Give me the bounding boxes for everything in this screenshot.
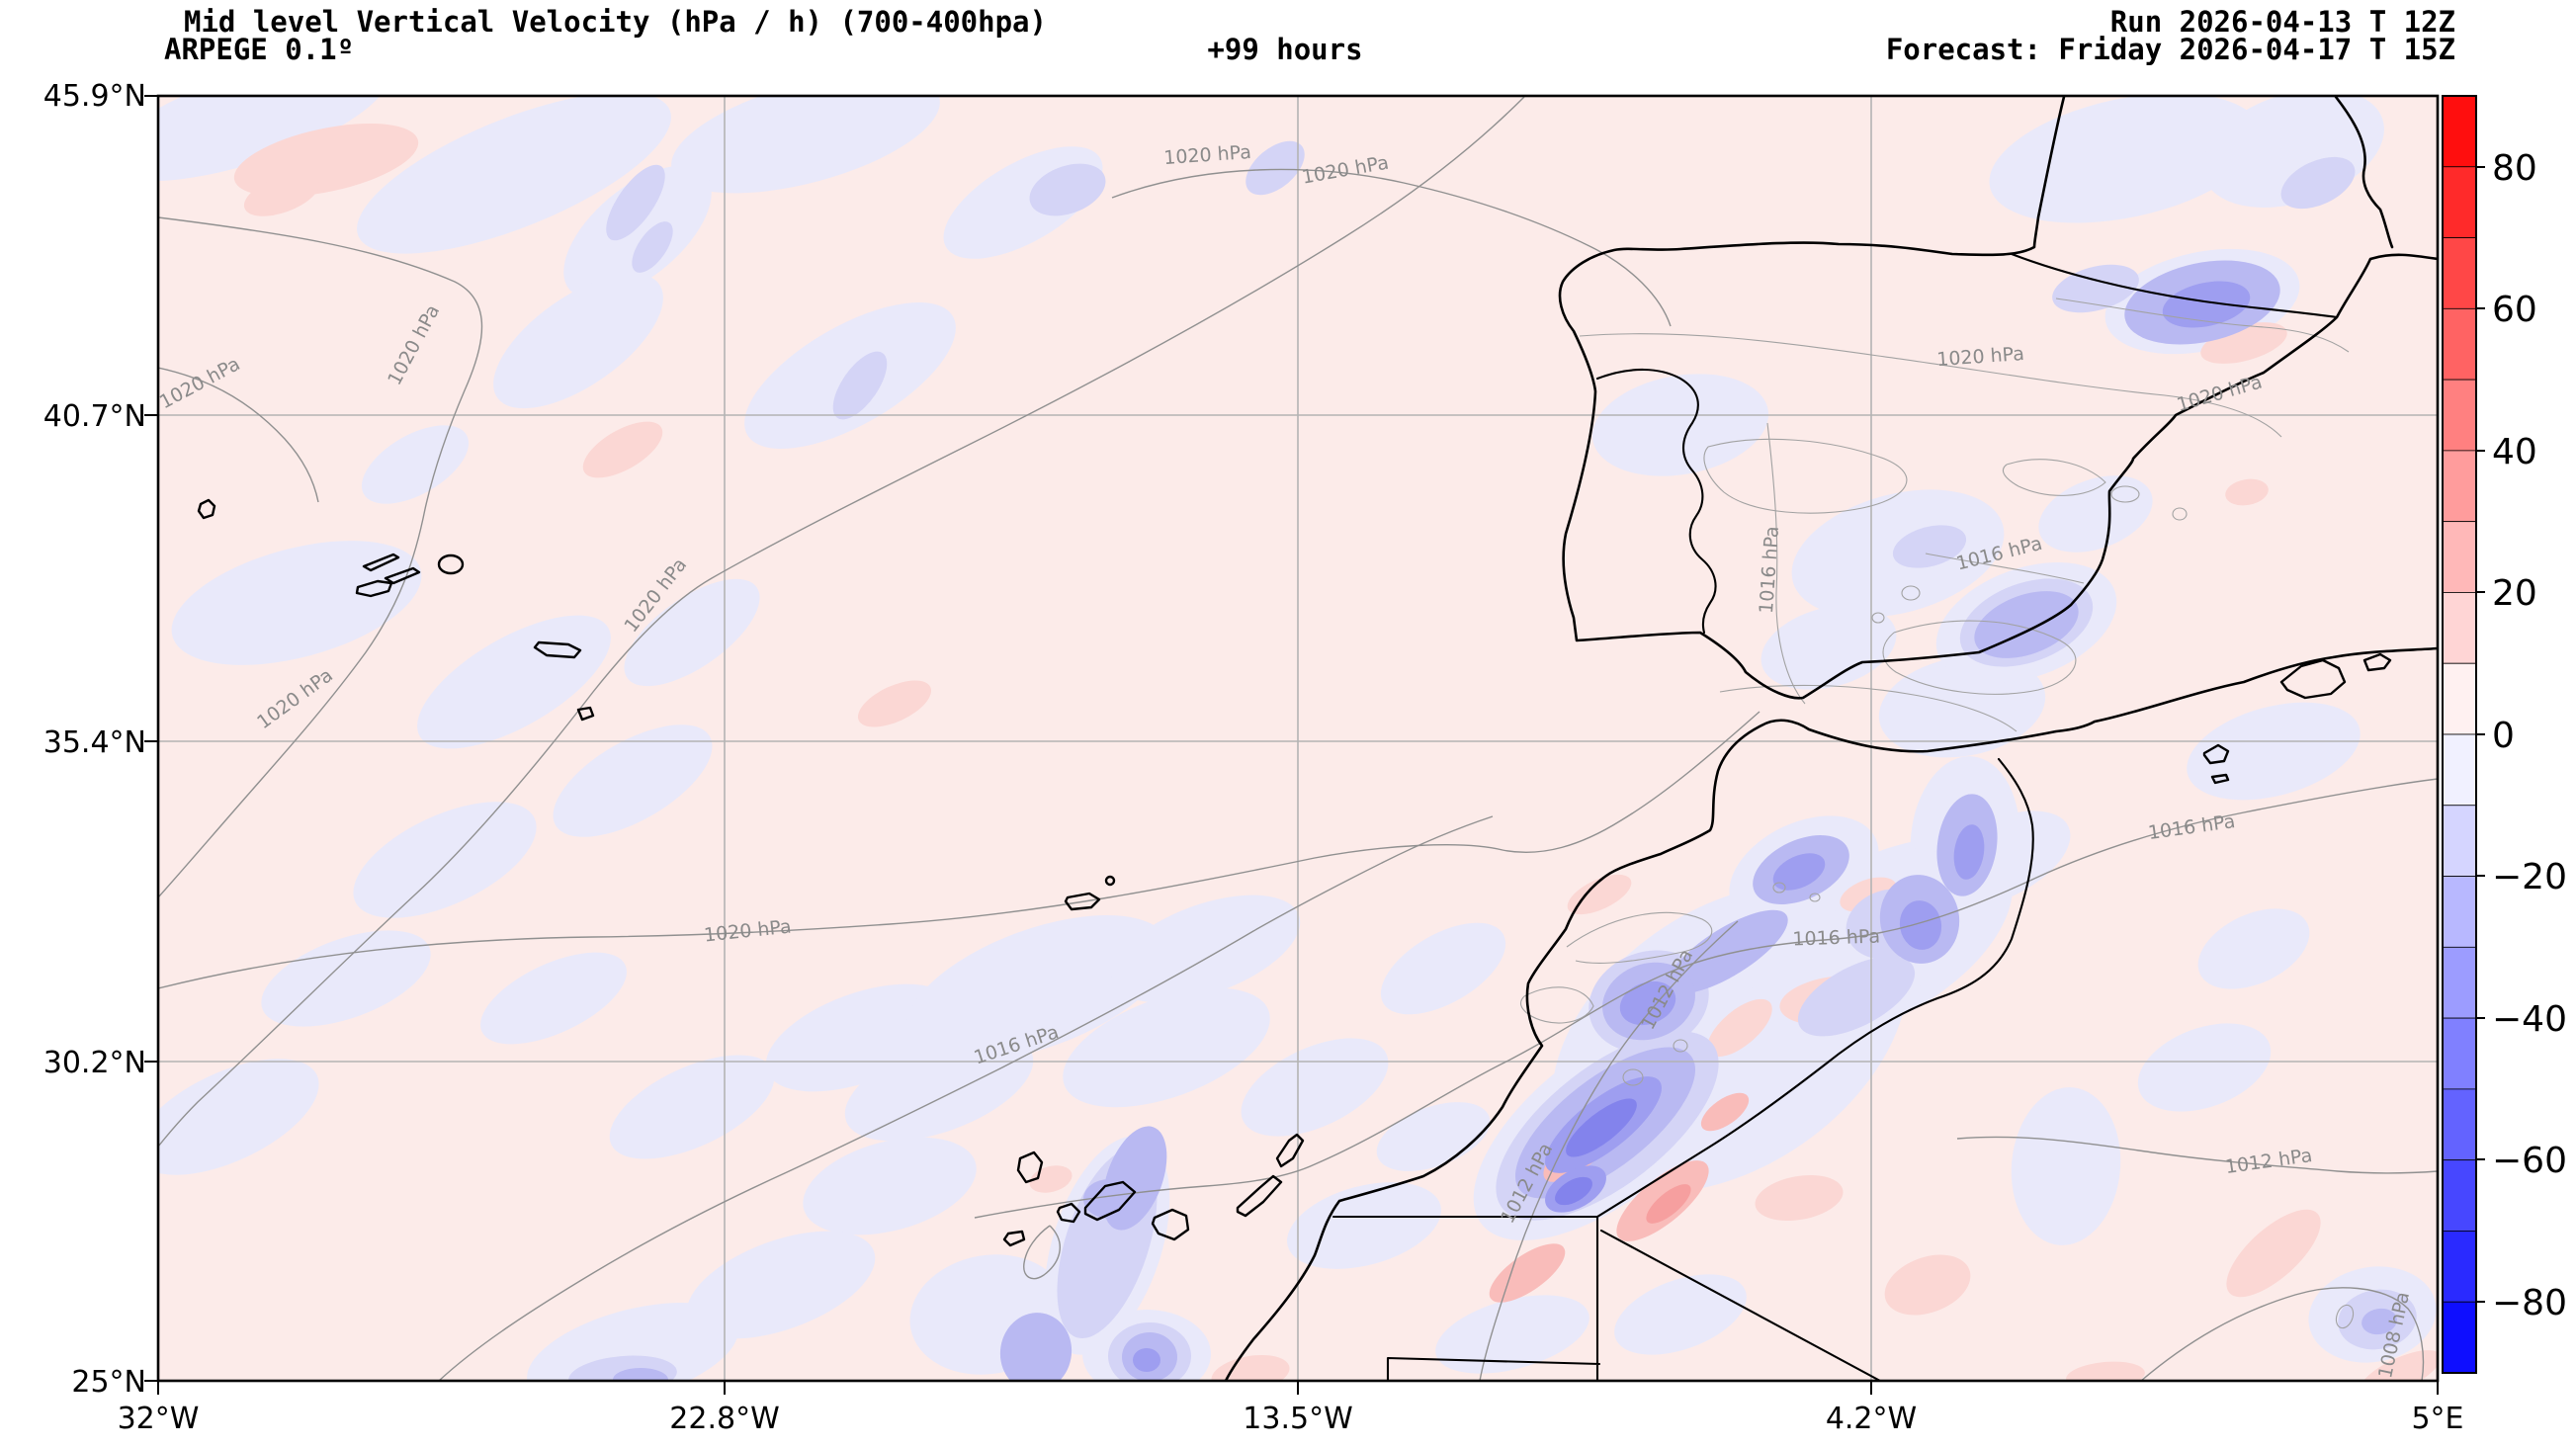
coastline-north-africa [1224, 646, 2438, 1381]
colorbar-segment [2442, 379, 2477, 452]
model-label: ARPEGE 0.1º [164, 33, 354, 66]
colorbar-tick-label: 20 [2492, 573, 2537, 614]
page-title: Mid level Vertical Velocity (hPa / h) (7… [184, 5, 1047, 39]
colorbar-labels: 80 60 40 20 0 −20 −40 −60 −80 [2492, 148, 2567, 1323]
isobar-1016-africa [974, 778, 2438, 1219]
borders [1331, 252, 2339, 1381]
lead-time-label: +99 hours [1207, 33, 1362, 66]
colorbar-segment [2442, 1301, 2477, 1374]
colorbar-ticks [2476, 166, 2485, 1303]
axis-labels: 45.9°N 40.7°N 35.4°N 30.2°N 25°N 32°W 22… [43, 79, 2464, 1436]
lon-tick-label: 32°W [118, 1402, 200, 1436]
colorbar-tick-label: 40 [2492, 432, 2537, 472]
axis-ticks [144, 95, 2439, 1395]
colorbar-segment [2442, 237, 2477, 309]
colorbar-segment [2442, 166, 2477, 238]
run-label: Run 2026-04-13 T 12Z [2110, 5, 2455, 39]
colorbar-tick-label: −40 [2492, 999, 2567, 1040]
isobar-1008 [2140, 1287, 2425, 1381]
lat-tick-label: 40.7°N [43, 399, 146, 434]
isobar-contours [158, 96, 2438, 1381]
colorbar: 80 60 40 20 0 −20 −40 −60 −80 [2442, 95, 2567, 1374]
coastline-france-rhone [2334, 96, 2394, 249]
lon-tick-label: 22.8°W [669, 1402, 779, 1436]
terrain-contours [1519, 298, 2350, 1086]
colorbar-tick-label: 0 [2492, 716, 2515, 756]
coastline-iberia-france [1558, 96, 2438, 700]
colorbar-tick-label: −80 [2492, 1283, 2567, 1323]
colorbar-segment [2442, 1017, 2477, 1090]
colorbar-segment [2442, 805, 2477, 877]
lat-tick-label: 45.9°N [43, 79, 146, 114]
colorbar-tick-label: −20 [2492, 857, 2567, 897]
colorbar-segment [2442, 592, 2477, 664]
lat-tick-label: 30.2°N [43, 1046, 146, 1080]
colorbar-segment [2442, 1159, 2477, 1232]
forecast-label: Forecast: Friday 2026-04-17 T 15Z [1886, 33, 2455, 66]
lat-tick-label: 35.4°N [43, 725, 146, 760]
madeira-island [1064, 875, 1116, 911]
isobar-1008-loop [2335, 1304, 2355, 1329]
colorbar-segment [2442, 450, 2477, 523]
contour-label: 1016 hPa [1792, 925, 1880, 950]
lon-tick-label: 4.2°W [1826, 1402, 1917, 1436]
balearic-islands [2202, 652, 2392, 785]
isobar-1020-biscay [1111, 168, 1672, 327]
map-canvas: 1020 hPa 1020 hPa 1020 hPa 1020 hPa 1020… [158, 96, 2438, 1381]
colorbar-segments [2442, 95, 2477, 1374]
colorbar-segment [2442, 946, 2477, 1019]
isobar-1020-west [158, 216, 483, 898]
colorbar-segment [2442, 521, 2477, 593]
colorbar-tick-label: −60 [2492, 1141, 2567, 1181]
isobar-1012-sahara [1956, 1136, 2438, 1174]
colorbar-tick-label: 60 [2492, 290, 2537, 330]
canary-islands [1002, 1133, 1305, 1247]
border-western-sahara [1331, 1215, 1882, 1381]
colorbar-segment [2442, 1088, 2477, 1161]
isobar-1016-atlantic [438, 815, 1494, 1381]
isobar-1020-south [158, 711, 1760, 989]
azores-islands [197, 498, 595, 722]
graticule [158, 96, 2438, 1381]
isobar-1020-left-edge [158, 367, 319, 503]
coastlines [1224, 96, 2438, 1381]
border-spain-france [2010, 252, 2339, 319]
isobar-1016-canary-loop [1023, 1225, 1061, 1280]
colorbar-segment [2442, 1231, 2477, 1303]
border-morocco-algeria [1595, 757, 2034, 1219]
isobar-1012-atlas [1479, 920, 1739, 1381]
colorbar-segment [2442, 95, 2477, 168]
islands [197, 498, 2392, 1247]
colorbar-segment [2442, 733, 2477, 807]
colorbar-segment [2442, 307, 2477, 381]
isobar-1020-long [158, 96, 1525, 1148]
colorbar-segment [2442, 876, 2477, 948]
colorbar-segment [2442, 662, 2477, 735]
lon-tick-label: 13.5°W [1243, 1402, 1352, 1436]
colorbar-tick-label: 80 [2492, 148, 2537, 189]
lon-tick-label: 5°E [2411, 1402, 2463, 1436]
lat-tick-label: 25°N [71, 1365, 146, 1400]
border-spain-portugal [1595, 368, 1717, 635]
